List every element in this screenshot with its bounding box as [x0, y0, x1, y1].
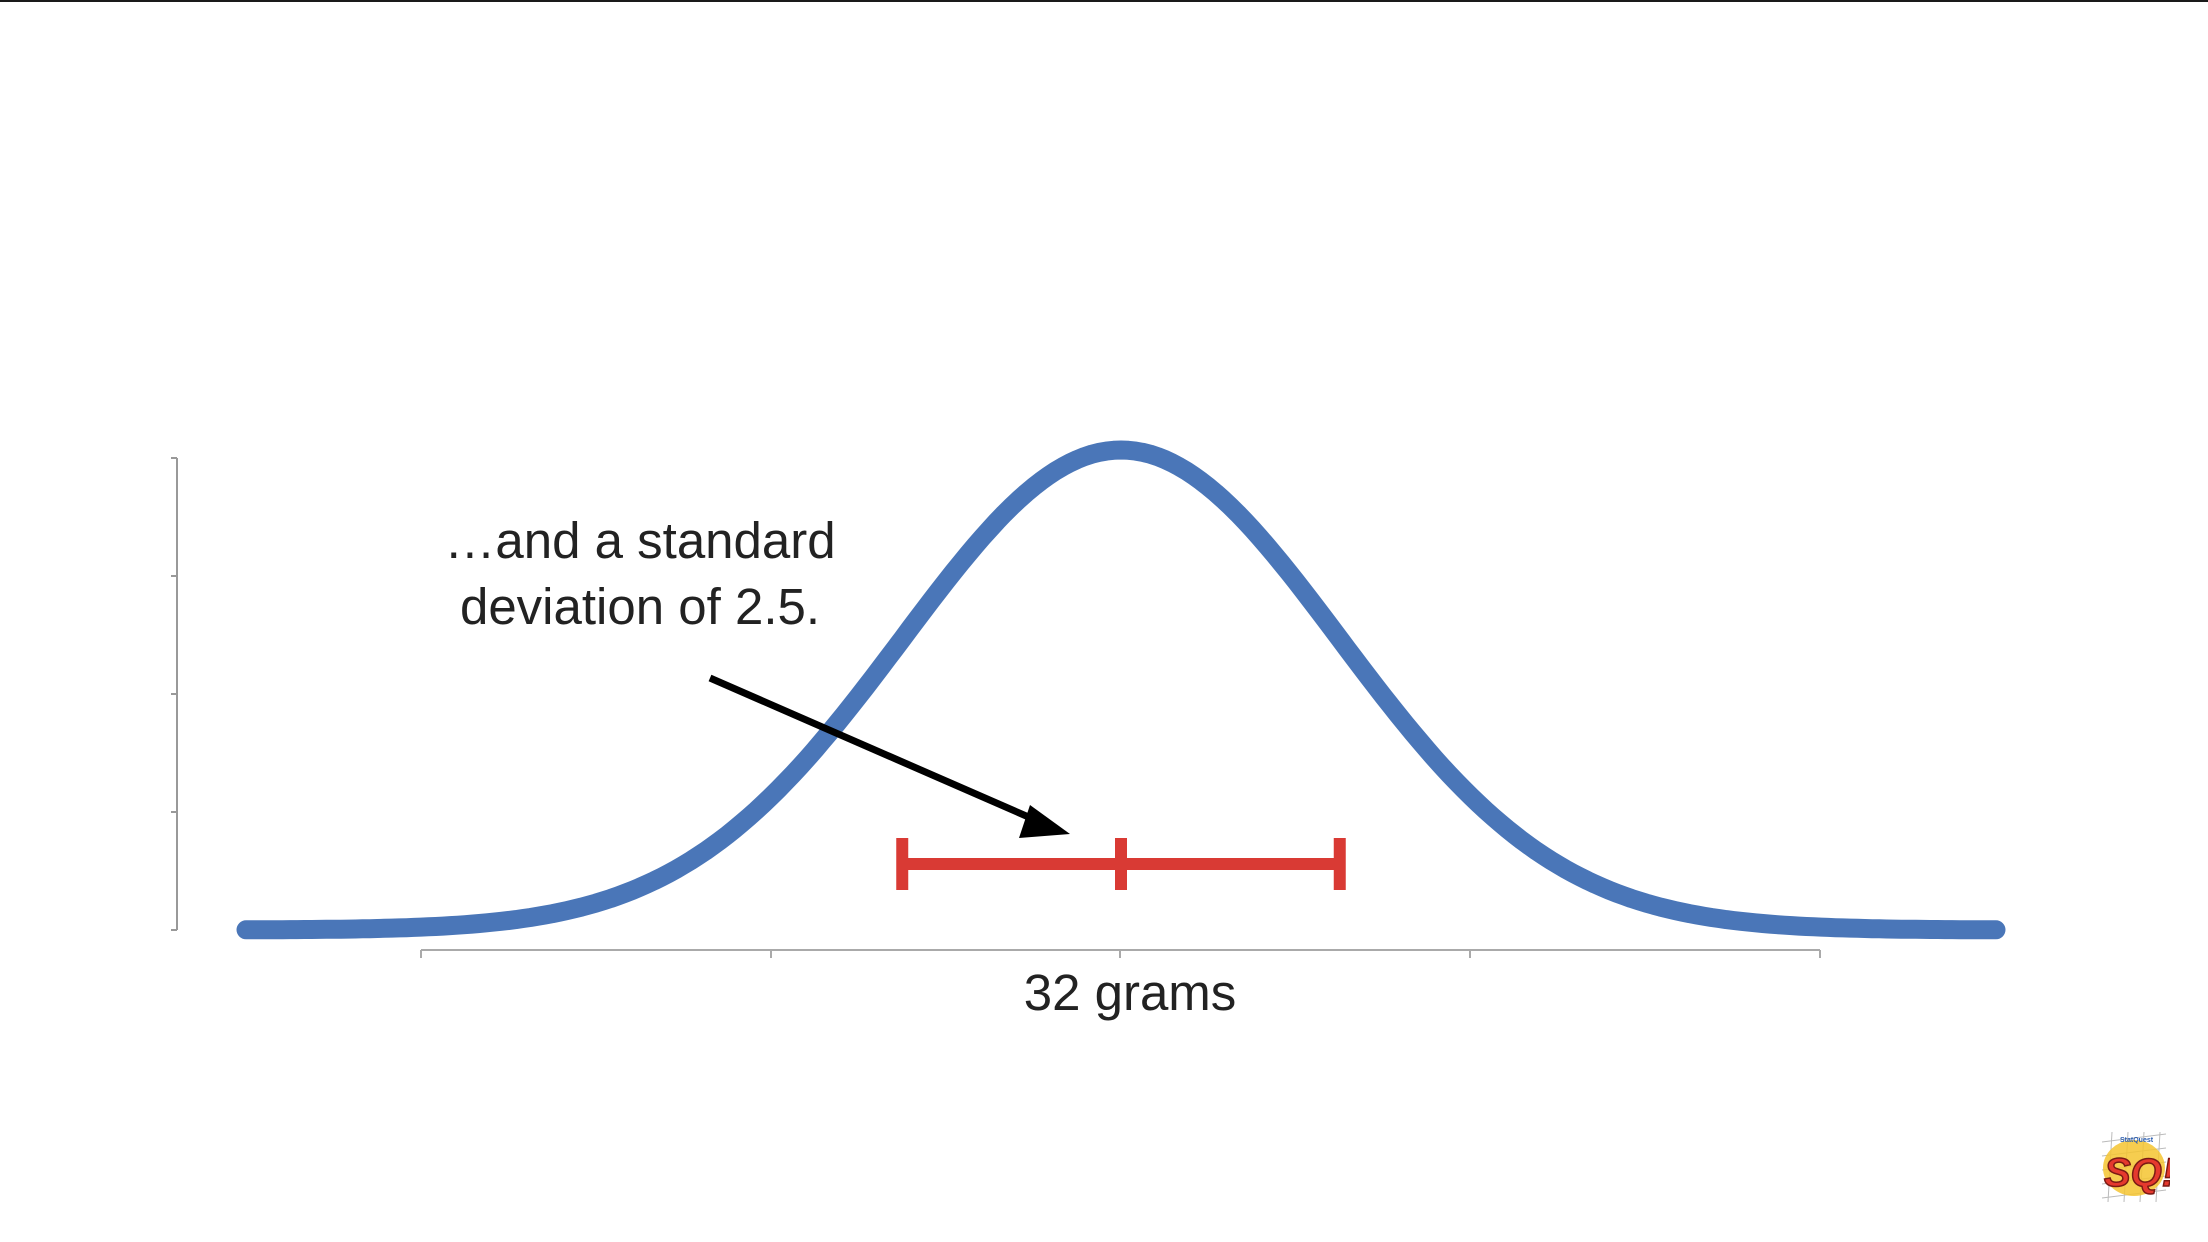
statquest-logo-icon: StatQuest SQ! — [2101, 1131, 2170, 1203]
arrow-head — [1019, 805, 1070, 838]
sd-bar — [896, 838, 1346, 890]
annotation-line-2: deviation of 2.5. — [459, 578, 821, 635]
annotation-arrow — [708, 674, 1070, 838]
top-border — [0, 0, 2208, 2]
svg-text:StatQuest: StatQuest — [2120, 1137, 2154, 1144]
svg-text:SQ!: SQ! — [2104, 1151, 2170, 1195]
annotation-text: …and a standard deviation of 2.5. — [380, 508, 900, 640]
annotation-line-1: …and a standard — [444, 512, 836, 569]
x-axis-label: 32 grams — [1023, 964, 1237, 1021]
axes — [171, 457, 1821, 958]
arrow-shaft — [708, 674, 1042, 826]
normal-curve — [236, 440, 2006, 940]
